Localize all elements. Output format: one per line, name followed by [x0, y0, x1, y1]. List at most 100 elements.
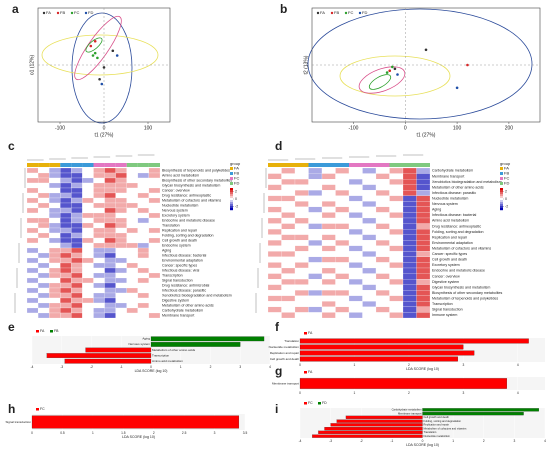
heat-cell — [335, 295, 350, 302]
heat-cell — [93, 212, 105, 219]
heat-cell — [308, 312, 323, 319]
heat-cell — [104, 297, 116, 304]
heat-cell — [335, 262, 350, 269]
colorbar — [500, 192, 503, 195]
heat-cell — [348, 256, 363, 263]
legend-label: FB — [54, 329, 59, 333]
heat-cell — [308, 173, 323, 180]
heat-cell — [37, 307, 50, 314]
heat-cell — [389, 206, 404, 213]
heat-cell — [137, 187, 150, 194]
heat-cell — [71, 257, 83, 264]
group-strip — [82, 163, 94, 167]
heat-cell — [93, 217, 105, 224]
legend-swatch — [500, 182, 503, 185]
heat-cell — [267, 234, 282, 241]
heat-cell — [267, 295, 282, 302]
x-tick-label: 1 — [180, 365, 182, 369]
heat-cell — [335, 206, 350, 213]
bar — [336, 419, 423, 423]
legend-label: FD — [362, 10, 367, 15]
heat-cell — [104, 232, 116, 239]
heat-cell — [267, 240, 282, 246]
heat-cell — [71, 262, 83, 269]
heat-cell — [115, 262, 127, 269]
heat-cell — [60, 302, 72, 309]
x-tick-label: 1 — [354, 391, 356, 395]
heat-cell — [49, 287, 61, 294]
heat-cell — [294, 279, 309, 285]
heat-cell — [416, 245, 431, 252]
heat-cell — [137, 302, 150, 309]
legend-label: FA — [234, 166, 239, 171]
legend-label: FC — [348, 10, 353, 15]
heat-cell — [26, 187, 39, 194]
heat-cell — [115, 232, 127, 239]
heat-cell — [115, 307, 127, 314]
heat-cell — [137, 237, 150, 244]
point — [93, 39, 97, 43]
bar-label: Nucleotide metabolism — [424, 434, 450, 438]
colorbar-label: -2 — [235, 204, 238, 208]
heat-cell — [93, 267, 105, 274]
heat-cell — [26, 177, 39, 184]
legend-title: group — [230, 161, 241, 166]
heat-cell — [148, 277, 161, 284]
heat-cell — [37, 177, 50, 184]
heat-cell — [82, 217, 94, 224]
heat-cell — [308, 234, 323, 241]
heat-cell — [402, 223, 417, 230]
row-label: Glycan biosynthesis and metabolism — [432, 285, 490, 289]
heat-cell — [389, 179, 404, 185]
heat-cell — [104, 212, 116, 219]
heat-cell — [321, 167, 336, 174]
colorbar-label: 2 — [235, 190, 237, 194]
heat-cell — [126, 272, 138, 279]
heat-cell — [148, 192, 161, 199]
heat-cell — [115, 222, 127, 229]
heat-cell — [104, 197, 116, 204]
colorbar — [230, 188, 233, 191]
heat-cell — [71, 187, 83, 194]
heat-cell — [348, 306, 363, 313]
heat-cell — [104, 177, 116, 184]
heat-cell — [49, 262, 61, 269]
row-label: Infectious disease: parasitic — [432, 191, 476, 195]
ellipse — [307, 8, 533, 120]
heat-cell — [37, 267, 50, 274]
heat-cell — [93, 292, 105, 299]
heat-cell — [281, 240, 296, 246]
heat-cell — [104, 242, 116, 249]
heat-cell — [37, 192, 50, 199]
heat-cell — [104, 257, 116, 264]
group-strip — [376, 163, 390, 167]
heat-cell — [402, 284, 417, 291]
heat-cell — [71, 282, 83, 289]
heat-cell — [267, 273, 282, 280]
heat-cell — [104, 187, 116, 194]
heat-cell — [126, 262, 138, 269]
heat-cell — [281, 262, 296, 269]
heat-cell — [71, 302, 83, 309]
panel-label: c — [8, 139, 15, 153]
heat-cell — [321, 229, 336, 235]
heat-cell — [321, 262, 336, 269]
heat-cell — [115, 187, 127, 194]
group-strip — [362, 163, 376, 167]
heat-cell — [321, 306, 336, 313]
legend-label: FC — [308, 401, 313, 405]
heat-cell — [389, 245, 404, 252]
row-label: Cancer: specific types — [432, 252, 467, 256]
heat-cell — [60, 167, 72, 174]
group-strip — [416, 163, 430, 167]
heat-cell — [335, 173, 350, 180]
heat-cell — [348, 173, 363, 180]
heat-cell — [60, 172, 72, 179]
point — [102, 66, 106, 69]
heat-cell — [26, 297, 39, 304]
row-label: Metabolism of cofactors and vitamins — [432, 247, 491, 251]
heat-cell — [137, 172, 150, 179]
row-label: Replication and repair — [162, 228, 198, 232]
heat-cell — [308, 306, 323, 313]
heat-cell — [71, 217, 83, 224]
